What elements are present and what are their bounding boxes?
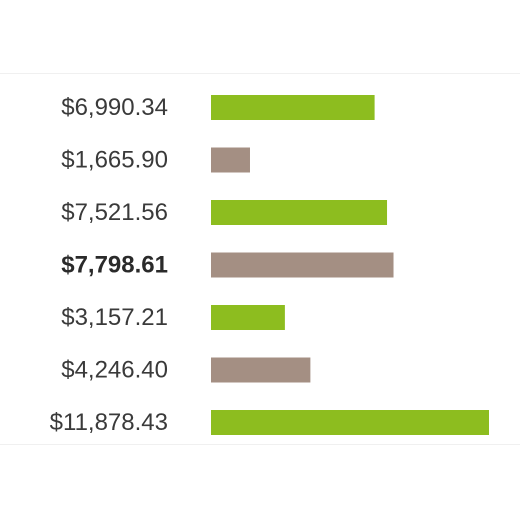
bar-label-7: $11,878.43 xyxy=(50,409,168,436)
bar-label-4: $7,798.61 xyxy=(61,252,168,279)
bar-label-5: $3,157.21 xyxy=(61,304,168,331)
bar-2 xyxy=(211,147,250,173)
bar-label-2: $1,665.90 xyxy=(61,147,168,174)
bar-4 xyxy=(211,252,394,278)
bar-1 xyxy=(211,95,375,120)
bar-label-6: $4,246.40 xyxy=(61,357,168,384)
bar-6 xyxy=(211,357,311,383)
bar-label-1: $6,990.34 xyxy=(61,94,168,121)
bar-5 xyxy=(211,305,285,330)
bar-7 xyxy=(211,410,489,435)
bar-3 xyxy=(211,200,388,225)
bar-label-3: $7,521.56 xyxy=(61,199,168,226)
